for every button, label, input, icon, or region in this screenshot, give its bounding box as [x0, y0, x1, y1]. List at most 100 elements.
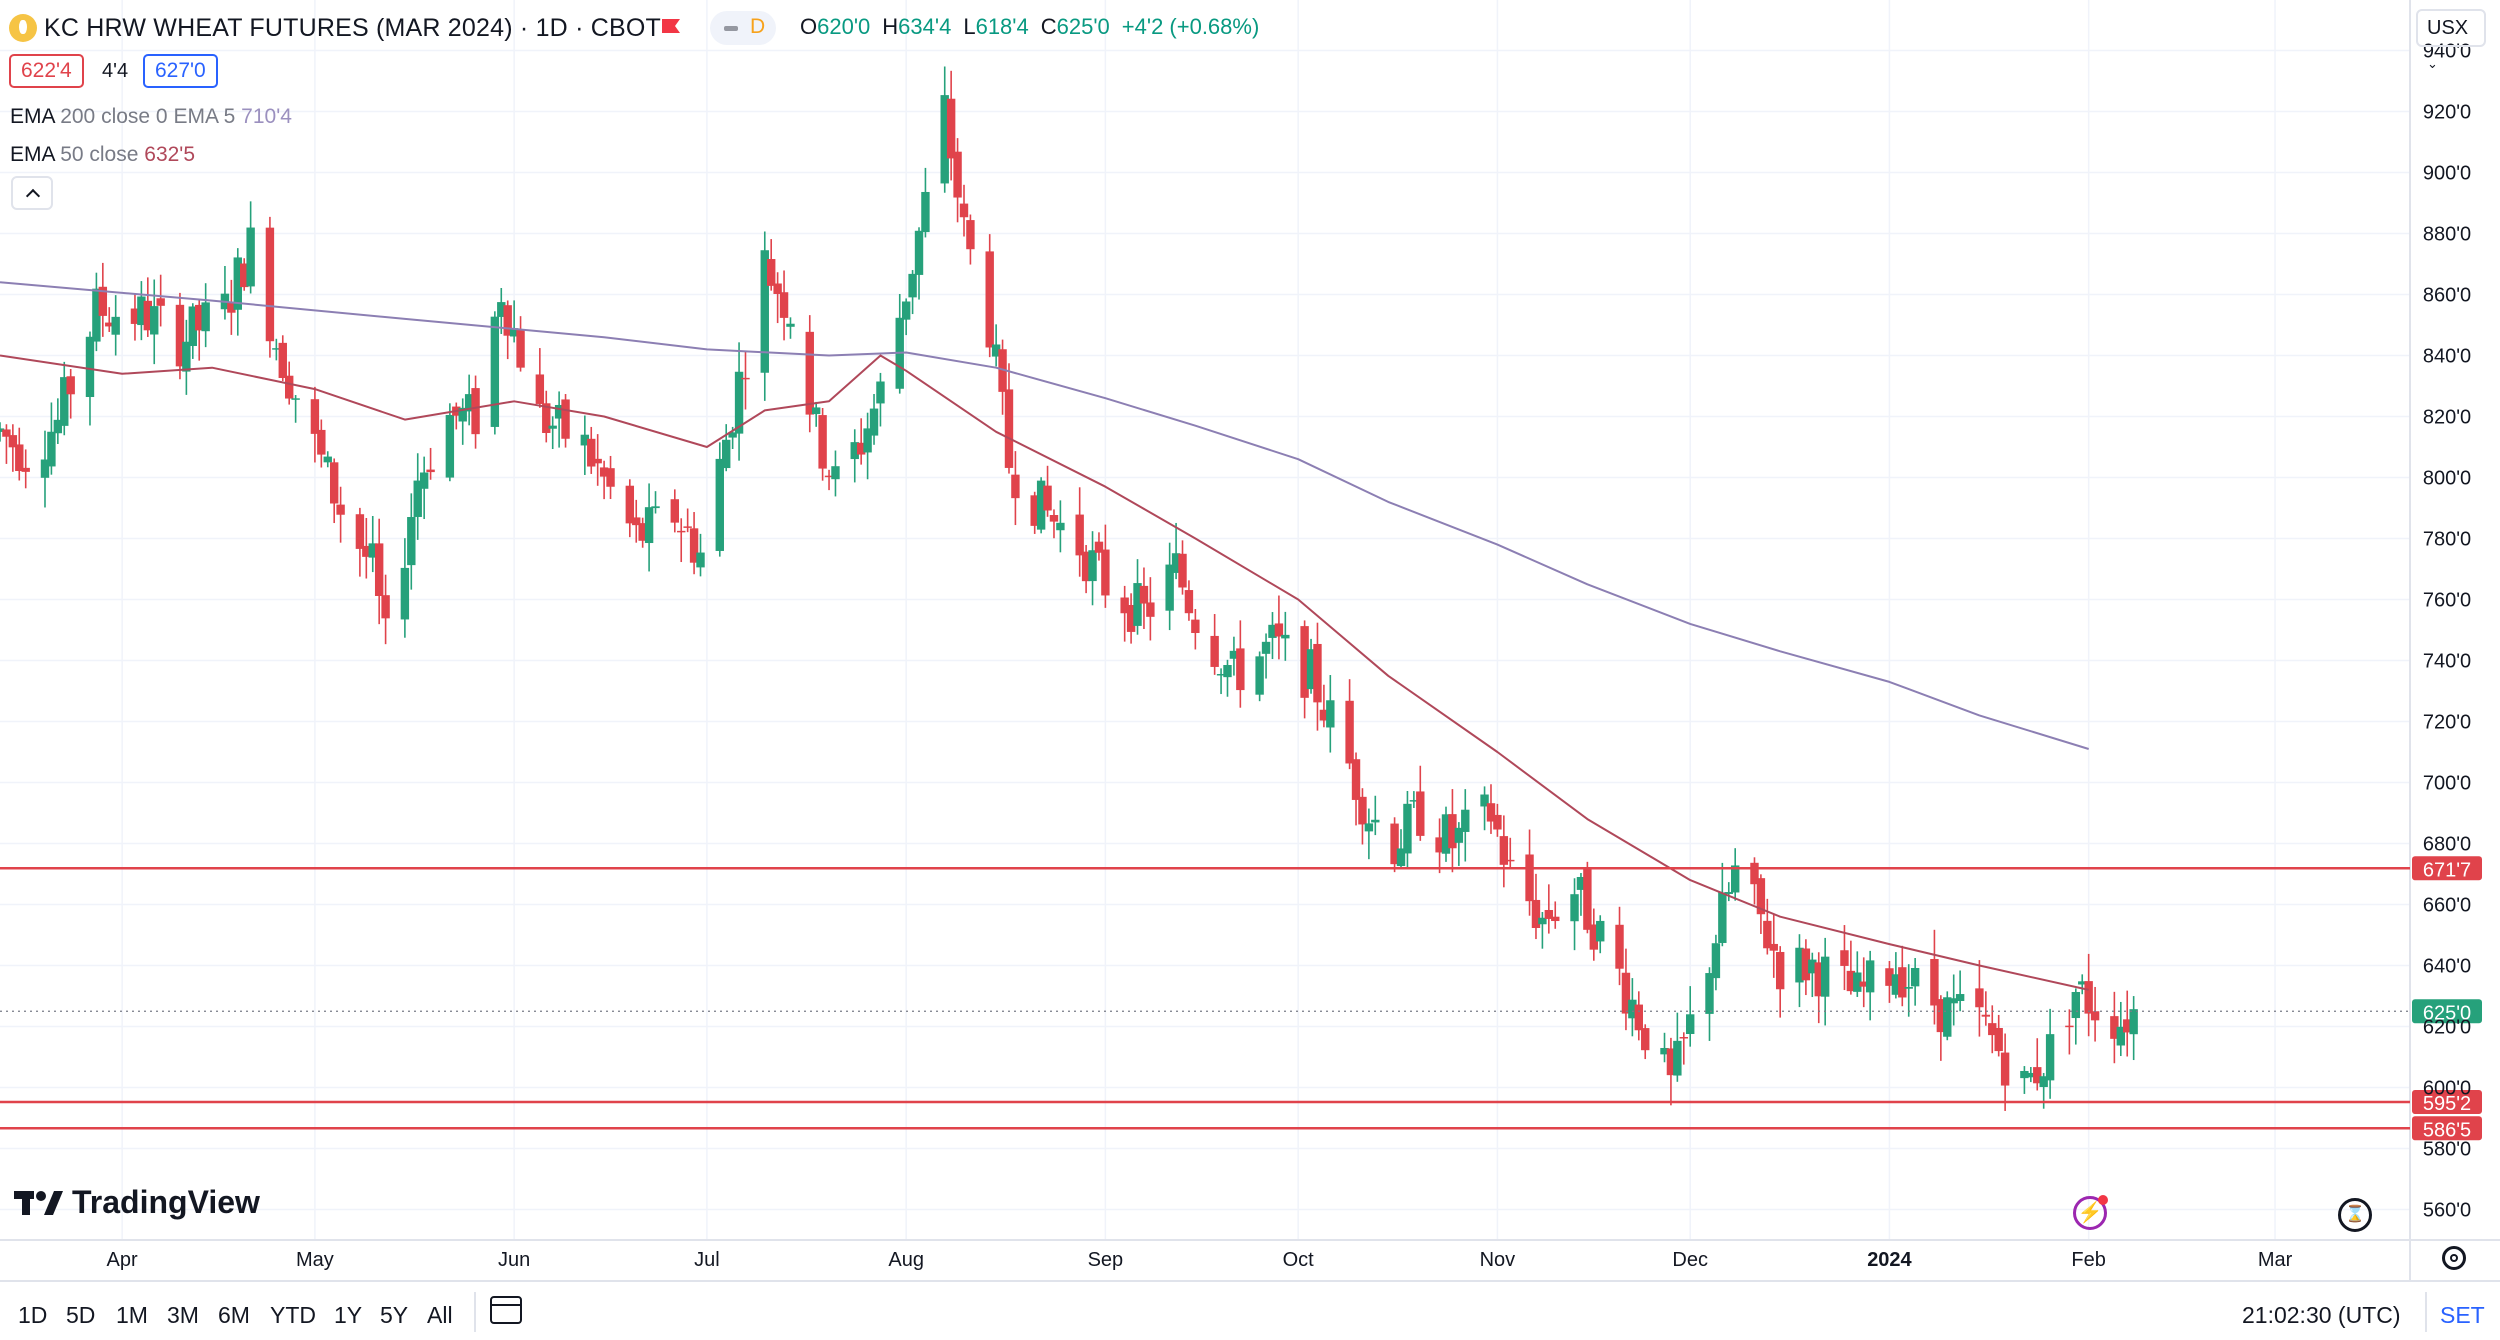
candle-body: [953, 151, 962, 198]
candle-body: [381, 595, 390, 619]
candle-body: [2, 429, 11, 437]
candle-body: [60, 377, 69, 426]
flag-icon[interactable]: [660, 17, 682, 37]
range-1d-button[interactable]: 1D: [18, 1302, 48, 1328]
candle-body: [1178, 553, 1187, 588]
candle-body: [1820, 956, 1830, 997]
candle-body: [1943, 997, 1952, 1037]
candle-body: [40, 459, 50, 478]
y-tick-label: 600'0: [2423, 1078, 2471, 1100]
candle: [355, 507, 365, 577]
candle: [98, 262, 108, 337]
y-tick-label: 660'0: [2423, 895, 2471, 917]
candle: [1531, 873, 1541, 940]
level-label-text: 671'7: [2423, 859, 2471, 881]
bottom-toolbar: 1D 5D 1M 3M 6M YTD 1Y 5Y All 21:02:30 (U…: [0, 1280, 2500, 1340]
candle-body: [1191, 619, 1200, 634]
y-tick-label: 640'0: [2423, 956, 2471, 978]
candle-body: [516, 329, 525, 368]
candle: [1300, 620, 1309, 719]
candle: [362, 518, 371, 579]
x-tick-label: Mar: [2258, 1249, 2293, 1271]
ema200-line: [0, 281, 2089, 750]
range-3m-button[interactable]: 3M: [167, 1302, 199, 1328]
price-chart[interactable]: 671'7595'2586'5625'0940'0920'0900'0880'0…: [0, 0, 2500, 1280]
candle: [696, 533, 705, 577]
candle: [1403, 790, 1412, 868]
candle: [869, 394, 879, 445]
currency-select[interactable]: USX ⌄: [2416, 9, 2486, 71]
calendar-icon[interactable]: [490, 1296, 522, 1324]
candle: [914, 227, 924, 300]
candle-body: [1525, 854, 1534, 902]
indicator-ema50[interactable]: EMA 50 close 632'5: [10, 143, 195, 167]
candle-body: [1461, 809, 1470, 832]
candle-body: [632, 517, 641, 526]
tradingview-logo[interactable]: TradingView: [14, 1184, 260, 1221]
candle-body: [188, 306, 197, 347]
candle-body: [1409, 800, 1419, 802]
buy-price-box[interactable]: 627'0: [143, 54, 218, 88]
candle: [53, 398, 63, 444]
settings-gear-icon[interactable]: [2442, 1246, 2466, 1270]
candle-body: [1865, 960, 1875, 993]
range-1m-button[interactable]: 1M: [116, 1302, 148, 1328]
candle-body: [1673, 1040, 1682, 1076]
candle: [111, 295, 120, 356]
candle-body: [1088, 550, 1097, 582]
level-label-text: 586'5: [2423, 1119, 2471, 1141]
candle: [1075, 487, 1084, 577]
interval-pill[interactable]: D: [710, 11, 776, 45]
candle: [1326, 675, 1335, 753]
candle: [1583, 861, 1592, 934]
candle: [779, 270, 789, 341]
lightning-icon[interactable]: ⚡: [2073, 1195, 2108, 1230]
candle-body: [355, 514, 365, 549]
range-all-button[interactable]: All: [427, 1302, 453, 1328]
range-ytd-button[interactable]: YTD: [270, 1302, 316, 1328]
level-label-bg: [2412, 1116, 2482, 1141]
session-button[interactable]: SET: [2440, 1302, 2485, 1328]
candle-body: [1223, 665, 1232, 678]
horizontal-level-label: 586'5: [2412, 1116, 2482, 1141]
indicator-ema200[interactable]: EMA 200 close 0 EMA 5 710'4: [10, 105, 292, 129]
candle-body: [1043, 485, 1052, 511]
candle: [246, 201, 255, 294]
y-tick-label: 700'0: [2423, 773, 2471, 795]
range-5d-button[interactable]: 5D: [66, 1302, 96, 1328]
symbol-title[interactable]: KC HRW WHEAT FUTURES (MAR 2024) · 1D · C…: [44, 14, 661, 42]
candle-body: [1750, 862, 1759, 885]
candle: [1011, 451, 1020, 526]
timer-icon[interactable]: ⌛: [2338, 1198, 2372, 1232]
candle: [1943, 991, 1952, 1041]
candle-body: [638, 523, 647, 541]
candle-body: [47, 431, 56, 467]
candle: [2, 424, 11, 464]
ohlc-key: L: [963, 14, 976, 39]
candle-body: [722, 439, 731, 469]
candle-body: [1036, 480, 1046, 530]
candle-body: [599, 467, 609, 477]
collapse-legend-button[interactable]: [11, 176, 53, 210]
sell-price-box[interactable]: 622'4: [9, 54, 84, 88]
candle-body: [535, 374, 545, 404]
range-6m-button[interactable]: 6M: [218, 1302, 250, 1328]
candle: [1056, 500, 1065, 553]
candle-body: [2033, 1067, 2042, 1084]
candle-body: [1448, 814, 1457, 849]
candle-body: [66, 376, 75, 395]
x-tick-label: 2024: [1867, 1249, 1912, 1271]
candle: [1808, 952, 1817, 998]
candle: [85, 331, 95, 426]
candle: [901, 298, 911, 336]
range-1y-button[interactable]: 1Y: [334, 1302, 363, 1328]
candle-body: [548, 425, 557, 429]
indicator-params: 50 close: [60, 143, 139, 166]
candle: [516, 316, 525, 372]
minus-icon: [724, 26, 738, 31]
candle-body: [914, 230, 924, 275]
range-5y-button[interactable]: 5Y: [380, 1302, 409, 1328]
candle-body: [21, 467, 30, 472]
clock-readout[interactable]: 21:02:30 (UTC): [2242, 1302, 2401, 1328]
candle-body: [554, 404, 564, 419]
